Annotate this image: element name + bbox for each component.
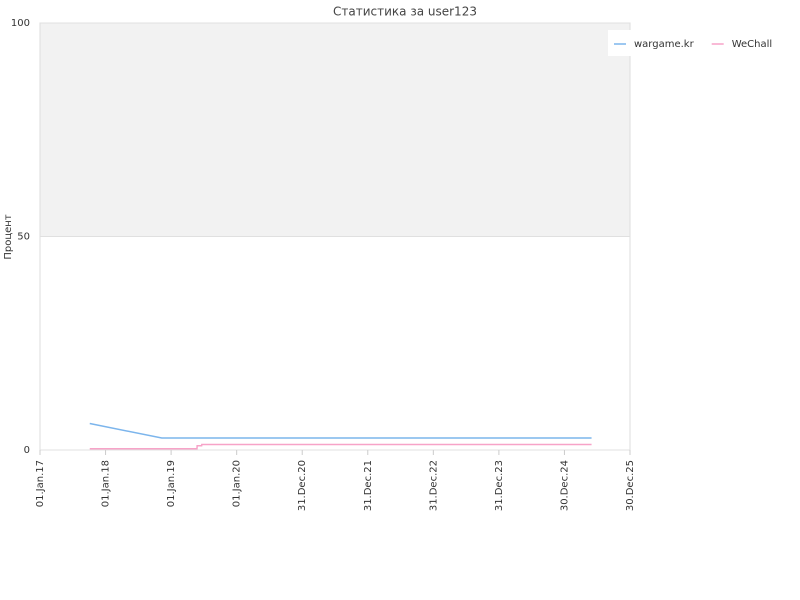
legend-label: WeChall [732, 39, 772, 50]
x-tick-label: 31.Dec.23 [494, 460, 505, 511]
x-tick-label: 01.Jan.17 [35, 460, 46, 507]
x-tick-label: 01.Jan.20 [232, 460, 243, 507]
legend-label: wargame.kr [634, 39, 695, 50]
x-tick-label: 01.Jan.18 [101, 460, 112, 507]
y-tick-label: 0 [24, 445, 30, 456]
chart-title: Статистика за user123 [333, 5, 477, 19]
x-tick-label: 01.Jan.19 [166, 460, 177, 507]
y-tick-label: 50 [17, 232, 30, 243]
series-line [89, 443, 592, 450]
y-tick-label: 100 [11, 18, 30, 29]
x-tick-label: 31.Dec.20 [297, 460, 308, 511]
x-tick-label: 30.Dec.24 [559, 460, 570, 511]
x-tick-label: 31.Dec.22 [428, 460, 439, 511]
series-line [89, 422, 592, 439]
plot-band [40, 23, 630, 237]
x-tick-label: 30.Dec.25 [625, 460, 636, 511]
legend-box [608, 30, 780, 56]
y-axis-label: Процент [3, 214, 14, 259]
x-tick-label: 31.Dec.21 [363, 460, 374, 511]
